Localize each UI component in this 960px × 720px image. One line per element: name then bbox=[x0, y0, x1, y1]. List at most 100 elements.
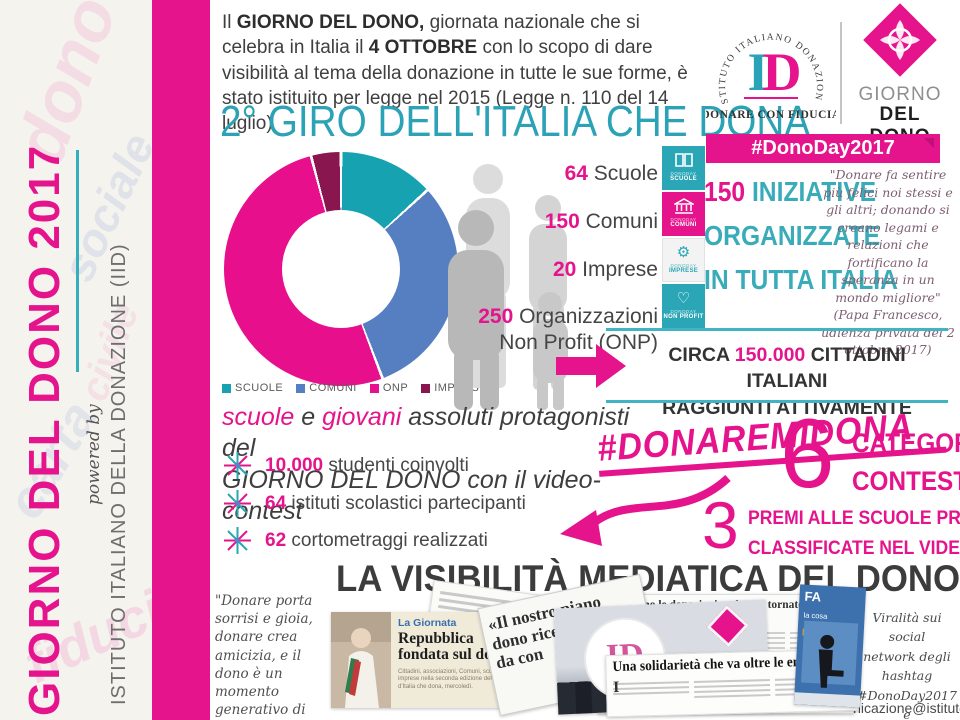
person-silhouette bbox=[574, 681, 593, 714]
reach-text: CITTADINI ITALIANI bbox=[746, 344, 906, 393]
intro-text: con lo scopo di dare visibilità al tema … bbox=[222, 37, 688, 135]
contest-premi-label: PREMI ALLE SCUOLE PRIME CLASSIFICATE NEL… bbox=[748, 503, 960, 563]
sidebar-divider bbox=[76, 150, 79, 372]
legend-swatch bbox=[421, 383, 431, 393]
legend-swatch bbox=[369, 383, 379, 393]
arrow-right-icon bbox=[556, 344, 626, 388]
bullet-number: 62 bbox=[265, 529, 287, 551]
categories-line: CONTEST bbox=[852, 466, 960, 496]
bullet-number: 64 bbox=[265, 492, 287, 514]
iniziative-text: INIZIATIVE bbox=[745, 176, 877, 207]
contest-categories-label: CATEGORIE CONTEST bbox=[852, 424, 960, 500]
donoday-banner: #DonoDay2017 bbox=[706, 134, 940, 163]
badge-comuni: DONODAY COMUNI bbox=[662, 192, 705, 236]
legend-item: SCUOLE bbox=[222, 382, 283, 394]
badge-nonprofit: ♡ DONODAY NON PROFIT bbox=[662, 284, 705, 328]
intro-word: GIORNO DEL DONO con il video-contest bbox=[222, 465, 601, 525]
divider-line bbox=[606, 328, 948, 331]
donut-chart bbox=[224, 152, 458, 386]
stat-number: 250 bbox=[478, 305, 514, 328]
legend-label: COMUNI bbox=[309, 382, 357, 394]
svg-text:D: D bbox=[763, 42, 802, 102]
contest-number-6: 6 bbox=[780, 398, 835, 508]
badge-label: COMUNI bbox=[670, 222, 697, 228]
iid-logo: ISTITUTO ITALIANO DONAZIONE I D DONARE C… bbox=[701, 0, 840, 132]
reach-text: CIRCA bbox=[668, 344, 735, 366]
stat-label: Organizzazioni Non Profit (ONP) bbox=[499, 305, 658, 355]
page-title: 2° GIRO DELL'ITALIA CHE DONA bbox=[220, 97, 811, 146]
bullet-text: 10.000 studenti coinvolti bbox=[265, 455, 469, 477]
giorno-del-dono-logo: GIORNO DEL DONO bbox=[850, 3, 950, 147]
logo-divider bbox=[840, 22, 842, 124]
seated-person-silhouette bbox=[818, 634, 844, 688]
stat-number: 64 bbox=[564, 162, 588, 185]
stat-imprese: 20 Imprese bbox=[398, 258, 658, 282]
intro-word: assoluti protagonisti del bbox=[222, 403, 630, 463]
svg-text:DONARE CON FIDUCIA: DONARE CON FIDUCIA bbox=[706, 109, 836, 121]
divider-line bbox=[606, 400, 948, 403]
bullet-label: cortometraggi realizzati bbox=[286, 529, 488, 551]
badge-imprese: ⚙ DONODAY IMPRESE bbox=[662, 238, 705, 282]
pink-vertical-bar bbox=[152, 0, 210, 720]
star-bullet-icon bbox=[224, 452, 251, 479]
bullet-studenti: 10.000 studenti coinvolti bbox=[224, 452, 469, 479]
legend-label: ONP bbox=[382, 382, 409, 394]
badge-top-label: DONODAY bbox=[670, 309, 697, 314]
badge-top-label: DONODAY bbox=[670, 263, 697, 268]
legend-label: SCUOLE bbox=[235, 382, 284, 394]
iniziative-text: IN TUTTA ITALIA bbox=[704, 264, 898, 295]
intro-bold: GIORNO DEL DONO, bbox=[236, 12, 425, 33]
event-title-vertical: GIORNO DEL DONO 2017 bbox=[20, 143, 69, 716]
stat-number: 150 bbox=[544, 210, 580, 233]
bullet-label: studenti coinvolti bbox=[323, 454, 469, 476]
svg-text:I: I bbox=[747, 42, 768, 102]
stat-scuole: 64 Scuole bbox=[398, 162, 658, 186]
legend-item: COMUNI bbox=[296, 382, 357, 394]
reach-statement: CIRCA 150.000 CITTADINI ITALIANI RAGGIUN… bbox=[626, 342, 948, 421]
drop-cap: I bbox=[612, 678, 620, 697]
badge-label: IMPRESE bbox=[668, 268, 699, 274]
badge-label: SCUOLE bbox=[670, 176, 697, 182]
premi-line: CLASSIFICATE NEL VIDEO-CONTEST bbox=[748, 537, 960, 559]
stage-diamond-icon bbox=[706, 604, 749, 648]
bullet-label: istituti scolastici partecipanti bbox=[286, 492, 526, 514]
tv-title-fa: FA bbox=[804, 588, 822, 605]
stat-onp: 250 Organizzazioni Non Profit (ONP) bbox=[398, 304, 658, 357]
badge-column: DONODAY SCUOLE DONODAY COMUNI ⚙ DONODAY … bbox=[662, 146, 705, 330]
knot-icon bbox=[880, 20, 920, 60]
book-icon bbox=[662, 146, 705, 171]
intro-word: e bbox=[294, 403, 323, 431]
social-virality-note: Viralità sui social network degli hashta… bbox=[857, 610, 957, 720]
legend-swatch bbox=[222, 383, 231, 393]
categories-line: CATEGORIE bbox=[852, 428, 960, 458]
contest-number-3: 3 bbox=[702, 488, 739, 562]
star-bullet-icon bbox=[224, 527, 251, 554]
intro-text: Il bbox=[222, 12, 237, 33]
badge-scuole: DONODAY SCUOLE bbox=[662, 146, 705, 190]
family-silhouette-icon bbox=[448, 164, 568, 410]
bullet-text: 62 cortometraggi realizzati bbox=[265, 530, 488, 552]
gdd-logo-line1: GIORNO bbox=[858, 84, 942, 105]
swoosh-arrow-icon bbox=[560, 475, 731, 546]
stat-label: Imprese bbox=[576, 258, 658, 281]
gears-icon: ⚙ bbox=[676, 244, 691, 261]
news-headline: Repubblica fondata sul dono bbox=[398, 630, 509, 664]
stat-comuni: 150 Comuni bbox=[398, 210, 658, 234]
mattarella-quote: "Donare porta sorrisi e gioia, donare cr… bbox=[215, 593, 313, 719]
iniziative-number: 150 bbox=[704, 176, 746, 207]
tv-screenshot: FA la cosa giusta bbox=[793, 584, 867, 708]
stat-label: Scuole bbox=[587, 162, 658, 185]
intro-pink-word: giovani bbox=[322, 403, 402, 431]
powered-by-label: powered by bbox=[84, 404, 104, 505]
giornata-text: La Giornata Repubblica fondata sul dono … bbox=[391, 612, 527, 708]
intro-paragraph: Il GIORNO DEL DONO, giornata nazionale c… bbox=[222, 10, 702, 136]
legend-swatch bbox=[296, 383, 306, 393]
bank-icon bbox=[662, 192, 705, 217]
star-bullet-icon bbox=[224, 490, 251, 517]
premi-line: PREMI ALLE SCUOLE PRIME bbox=[748, 507, 960, 529]
bullet-number: 10.000 bbox=[265, 454, 324, 476]
left-sidebar: dono sociale carta fiducia civile GIORNO… bbox=[0, 0, 152, 720]
video-contest-intro: scuole e giovani assoluti protagonisti d… bbox=[222, 402, 642, 527]
pope-photo bbox=[331, 612, 391, 708]
